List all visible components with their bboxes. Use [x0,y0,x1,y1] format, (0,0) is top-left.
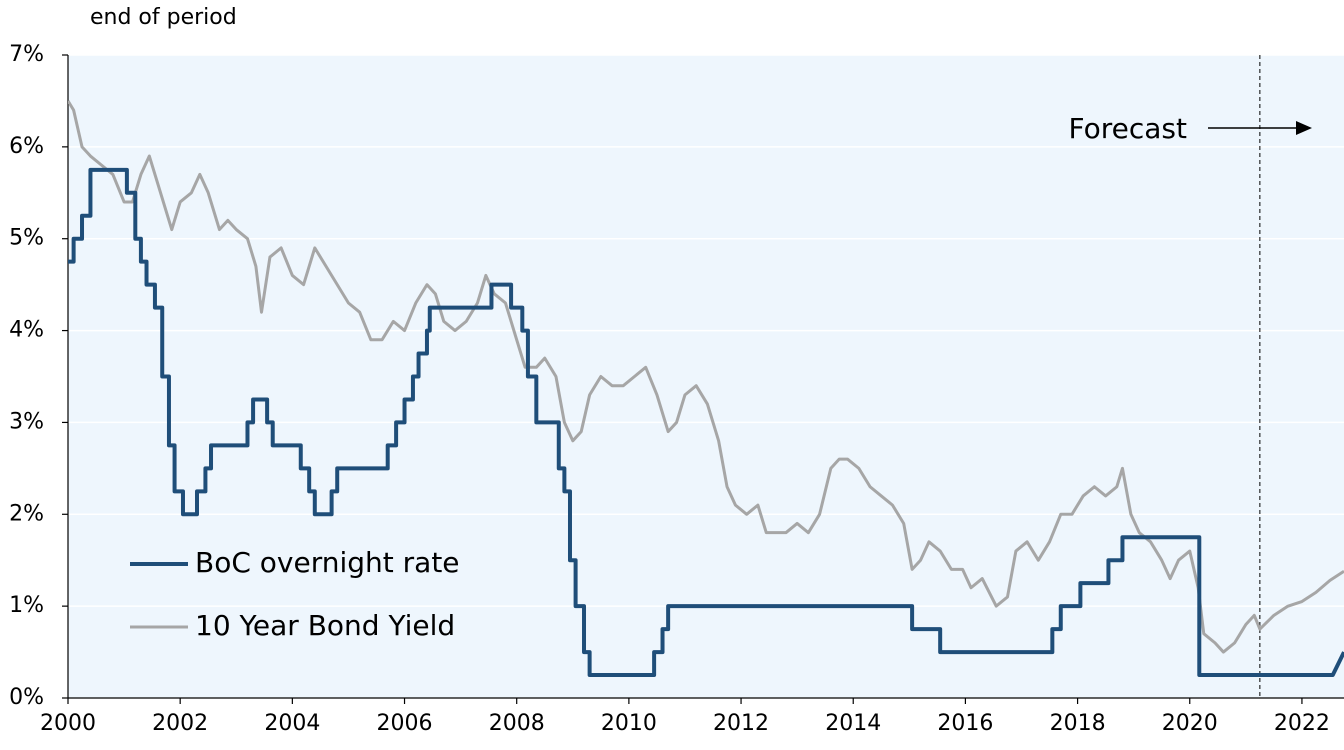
x-tick-label: 2016 [937,711,993,736]
annotation: Forecast [1069,112,1188,145]
y-tick-label: 5% [9,226,44,251]
y-tick-label: 7% [9,42,44,67]
y-tick-label: 2% [9,501,44,526]
plot-area [68,55,1344,698]
x-tick-label: 2004 [264,711,320,736]
legend-label: BoC overnight rate [195,546,460,579]
x-tick-label: 2020 [1162,711,1218,736]
y-tick-label: 4% [9,318,44,343]
x-tick-label: 2000 [40,711,96,736]
y-tick-label: 3% [9,409,44,434]
x-tick-label: 2022 [1274,711,1330,736]
x-tick-label: 2018 [1050,711,1106,736]
x-tick-label: 2008 [489,711,545,736]
x-tick-label: 2014 [825,711,881,736]
y-tick-label: 0% [9,685,44,710]
legend-label: 10 Year Bond Yield [195,609,455,642]
y-tick-label: 1% [9,593,44,618]
y-tick-label: 6% [9,134,44,159]
x-tick-label: 2006 [377,711,433,736]
x-tick-label: 2010 [601,711,657,736]
x-tick-label: 2002 [152,711,208,736]
series-line [68,100,1344,654]
x-tick-label: 2012 [713,711,769,736]
annotation-arrowhead [1296,121,1312,135]
subtitle: end of period [90,5,237,30]
series-line [68,167,1344,678]
